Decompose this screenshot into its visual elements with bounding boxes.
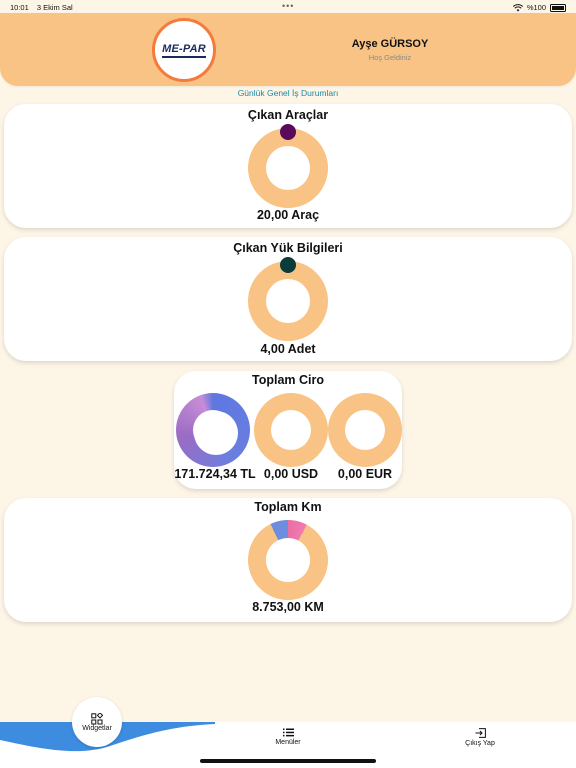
donut-chart-tl [176,393,250,467]
widgets-icon [91,712,103,724]
battery-icon [550,3,566,12]
ciro-value-usd: 0,00 USD [263,467,319,481]
nav-logout-button[interactable]: Çıkış Yap [450,728,510,747]
card-cikan-araclar[interactable]: Çıkan Araçlar 20,00 Araç [4,104,572,228]
battery-percent: %100 [526,3,546,12]
card-title: Çıkan Yük Bilgileri [233,241,343,255]
status-time: 10:01 [10,3,29,12]
card-value: 4,00 Adet [260,342,316,356]
donut-chart [248,520,328,600]
card-title: Toplam Km [254,500,322,514]
header: ME-PAR Ayşe GÜRSOY Hoş Geldiniz [0,13,576,86]
wifi-icon [512,3,523,11]
status-date: 3 Ekim Sal [36,3,73,12]
greeting-text: Hoş Geldiniz [368,53,412,62]
nav-logout-label: Çıkış Yap [465,740,495,747]
nav-widgets-button[interactable]: Widgetlar [72,697,122,747]
card-toplam-ciro[interactable]: Toplam Ciro 171.724,34 TL 0,00 USD 0,00 … [174,371,402,489]
card-cikan-yuk[interactable]: Çıkan Yük Bilgileri 4,00 Adet [4,237,572,361]
card-value: 20,00 Araç [256,208,320,222]
donut-chart-eur [328,393,402,467]
nav-widgets-label: Widgetlar [82,724,112,732]
section-title: Günlük Genel İş Durumları [237,88,339,98]
home-indicator[interactable] [200,759,376,763]
logout-icon [475,728,486,738]
logo-text: ME-PAR [162,43,206,58]
card-value: 8.753,00 KM [252,600,324,614]
card-title: Toplam Ciro [252,373,324,387]
status-bar: 10:01 3 Ekim Sal ••• %100 [0,0,576,14]
ciro-value-eur: 0,00 EUR [337,467,393,481]
nav-menus-label: Menüler [275,739,301,746]
nav-menus-button[interactable]: Menüler [258,728,318,746]
company-logo: ME-PAR [152,18,216,82]
card-title: Çıkan Araçlar [247,108,329,122]
card-toplam-km[interactable]: Toplam Km 8.753,00 KM [4,498,572,622]
donut-slice [248,520,328,600]
donut-marker [280,124,296,140]
list-icon [282,728,294,737]
multitask-dots-icon[interactable]: ••• [282,1,295,11]
user-name: Ayşe GÜRSOY [351,38,429,50]
donut-chart [248,124,328,208]
donut-marker [280,257,296,273]
donut-chart [248,257,328,341]
ciro-value-tl: 171.724,34 TL [174,467,256,481]
donut-chart-usd [254,393,328,467]
